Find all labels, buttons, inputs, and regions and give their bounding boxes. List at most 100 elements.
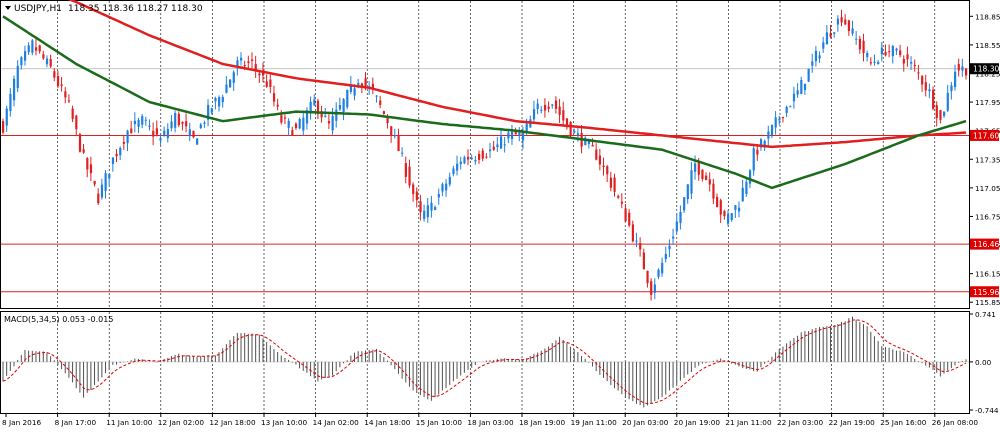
candle [569, 121, 572, 138]
candle [207, 99, 210, 127]
candle [825, 25, 829, 45]
candle [851, 20, 854, 36]
candle [137, 117, 140, 134]
candle [562, 101, 565, 127]
candle [884, 44, 887, 57]
candle [287, 118, 290, 136]
candle [796, 83, 799, 98]
candle [199, 122, 202, 130]
candle [628, 209, 631, 228]
candle [371, 77, 375, 95]
candle [803, 83, 807, 95]
x-tick-label: 22 Jan 03:00 [777, 418, 824, 427]
candle [818, 51, 821, 63]
candle [78, 132, 82, 153]
candle [93, 180, 96, 187]
candle [485, 152, 488, 159]
candle [53, 68, 56, 82]
candle [701, 169, 704, 182]
candle [214, 96, 217, 110]
x-tick-label: 8 Jan 2016 [2, 418, 41, 427]
candle [602, 157, 605, 176]
candle [45, 55, 49, 68]
candle [833, 32, 836, 38]
candle [119, 146, 122, 161]
y-tick-label: 118.85 [975, 12, 1000, 21]
macd-plot-frame [0, 311, 970, 414]
candle [218, 95, 221, 112]
candle [811, 53, 814, 73]
candle [770, 124, 774, 138]
candle [470, 154, 473, 161]
candle [661, 257, 664, 277]
candle [836, 15, 840, 32]
candle [532, 100, 536, 123]
x-tick-label: 20 Jan 03:00 [622, 418, 669, 427]
candle [430, 195, 433, 218]
candle [965, 68, 968, 80]
candle [635, 232, 638, 248]
candle [122, 135, 126, 150]
candle [342, 98, 345, 121]
candle [708, 172, 711, 192]
candle [807, 68, 810, 83]
price-axis: 118.85118.55118.25117.95117.65117.35117.… [969, 12, 1000, 415]
candle [759, 137, 763, 151]
candle [847, 19, 851, 36]
candle [481, 148, 484, 162]
svg-text:117.60: 117.60 [973, 131, 999, 140]
candle [192, 130, 195, 139]
moving-averages [2, 0, 967, 190]
candle [781, 116, 785, 123]
candle [726, 210, 730, 227]
candle [558, 98, 561, 124]
candle [434, 205, 437, 211]
candle [141, 114, 144, 129]
candle [895, 47, 898, 55]
candle [650, 278, 653, 301]
candle [423, 204, 426, 222]
candle [840, 9, 843, 27]
candle [456, 155, 459, 176]
candle [774, 111, 777, 135]
candle [291, 126, 294, 136]
candle [320, 105, 323, 123]
y-tick-label: 116.75 [975, 212, 1000, 221]
candle [935, 101, 938, 127]
candle [620, 193, 624, 209]
candle [814, 46, 818, 67]
candle [86, 157, 89, 178]
candle [499, 127, 503, 149]
candle [229, 79, 232, 88]
candle [60, 77, 63, 92]
candle [712, 178, 715, 205]
x-tick-label: 15 Jan 10:00 [416, 418, 463, 427]
candle [543, 98, 547, 118]
candle [16, 60, 19, 93]
candle [723, 209, 726, 220]
candle [646, 270, 649, 288]
candle [675, 213, 678, 234]
candle [950, 81, 953, 100]
candle [822, 36, 825, 53]
candle [609, 171, 613, 192]
candle [741, 179, 744, 202]
candle [657, 268, 660, 280]
candle [668, 239, 671, 258]
candle [745, 178, 748, 197]
current-price-tag: 118.30 [970, 63, 999, 75]
candle [910, 56, 913, 70]
candle [679, 205, 682, 230]
triangle-down-icon[interactable] [5, 6, 11, 10]
candle [488, 143, 492, 158]
candle [258, 70, 261, 83]
candle [272, 85, 276, 107]
candle [100, 178, 104, 200]
candle [565, 118, 569, 130]
candle [163, 126, 166, 137]
candle [573, 128, 576, 134]
ma-slow-line [67, 0, 967, 149]
candle [144, 116, 148, 126]
candle [540, 105, 543, 114]
